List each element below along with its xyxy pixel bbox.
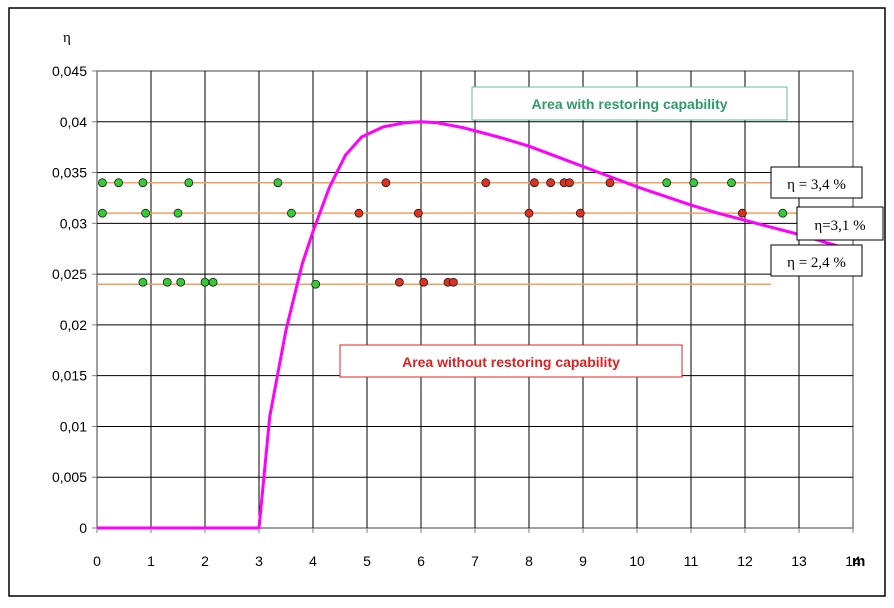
y-tick-label: 0 xyxy=(79,520,87,536)
y-tick-label: 0,01 xyxy=(60,418,87,434)
green-point xyxy=(162,277,172,287)
red-point xyxy=(524,208,534,218)
red-point xyxy=(448,277,458,287)
x-tick-label: 5 xyxy=(363,553,371,569)
green-point xyxy=(138,277,148,287)
red-point xyxy=(575,208,585,218)
restoring-area-label: Area with restoring capability xyxy=(531,96,727,112)
green-point xyxy=(778,208,788,218)
eta-curve xyxy=(97,120,849,530)
green-point xyxy=(311,279,321,289)
axis-layer: 0 0,005 0,01 0,015 0,02 0,025 0,03 0,035 0,04 0,0… xyxy=(52,63,861,569)
x-tick-label: 13 xyxy=(791,553,807,569)
x-tick-label: 3 xyxy=(255,553,263,569)
green-point xyxy=(176,277,186,287)
restoring-area-box: Area with restoring capability xyxy=(471,86,788,121)
x-tick-label: 9 xyxy=(579,553,587,569)
x-tick-label: 4 xyxy=(309,553,317,569)
red-point xyxy=(394,277,404,287)
red-point xyxy=(413,208,423,218)
threshold-label-34: η = 3,4 % xyxy=(787,177,846,193)
green-point xyxy=(200,277,210,287)
green-point xyxy=(184,178,194,188)
y-tick-label: 0,045 xyxy=(52,63,87,79)
x-tick-label: 8 xyxy=(525,553,533,569)
x-tick-label: 7 xyxy=(471,553,479,569)
x-tick-label: 10 xyxy=(629,553,645,569)
x-tick-label: 0 xyxy=(93,553,101,569)
y-axis-label: η xyxy=(63,30,71,46)
threshold-label-24: η = 2,4 % xyxy=(787,255,846,271)
red-point xyxy=(546,178,555,188)
y-tick-label: 0,025 xyxy=(52,266,87,282)
red-point xyxy=(354,208,364,218)
red-point xyxy=(481,178,491,188)
threshold-box-24: η = 2,4 % xyxy=(770,244,863,277)
y-tick-label: 0,035 xyxy=(52,165,87,181)
green-point xyxy=(98,208,107,218)
red-point xyxy=(737,208,747,218)
green-point xyxy=(286,208,296,218)
red-point xyxy=(605,178,615,188)
threshold-box-31: η=3,1 % xyxy=(796,206,884,241)
x-tick-label: 11 xyxy=(684,553,699,569)
threshold-box-34: η = 3,4 % xyxy=(770,166,863,199)
green-point xyxy=(727,178,736,188)
x-axis-label: m xyxy=(852,553,865,570)
green-point xyxy=(208,277,218,287)
green-point xyxy=(98,178,107,188)
y-tick-label: 0,02 xyxy=(60,317,87,333)
points-layer xyxy=(98,178,831,289)
y-tick-label: 0,04 xyxy=(60,114,87,130)
red-point xyxy=(381,178,391,188)
x-tick-label: 12 xyxy=(737,553,753,569)
red-point xyxy=(419,277,429,287)
y-tick-label: 0,015 xyxy=(52,368,87,384)
red-point xyxy=(530,178,539,188)
y-tick-label: 0,005 xyxy=(52,469,87,485)
x-tick-label: 6 xyxy=(417,553,425,569)
non-restoring-area-label: Area without restoring capability xyxy=(402,354,620,370)
green-point xyxy=(114,178,123,188)
threshold-label-31: η=3,1 % xyxy=(814,218,865,234)
curve-layer xyxy=(97,120,849,530)
green-point xyxy=(689,178,699,188)
green-point xyxy=(138,178,148,188)
x-tick-label: 1 xyxy=(147,553,155,569)
green-point xyxy=(662,178,672,188)
non-restoring-area-box: Area without restoring capability xyxy=(339,344,683,378)
x-tick-label: 14 xyxy=(845,553,861,569)
green-point xyxy=(141,208,151,218)
green-point xyxy=(273,178,283,188)
red-point xyxy=(565,178,574,188)
green-point xyxy=(173,208,183,218)
y-tick-label: 0,03 xyxy=(60,215,87,231)
x-tick-label: 2 xyxy=(201,553,209,569)
